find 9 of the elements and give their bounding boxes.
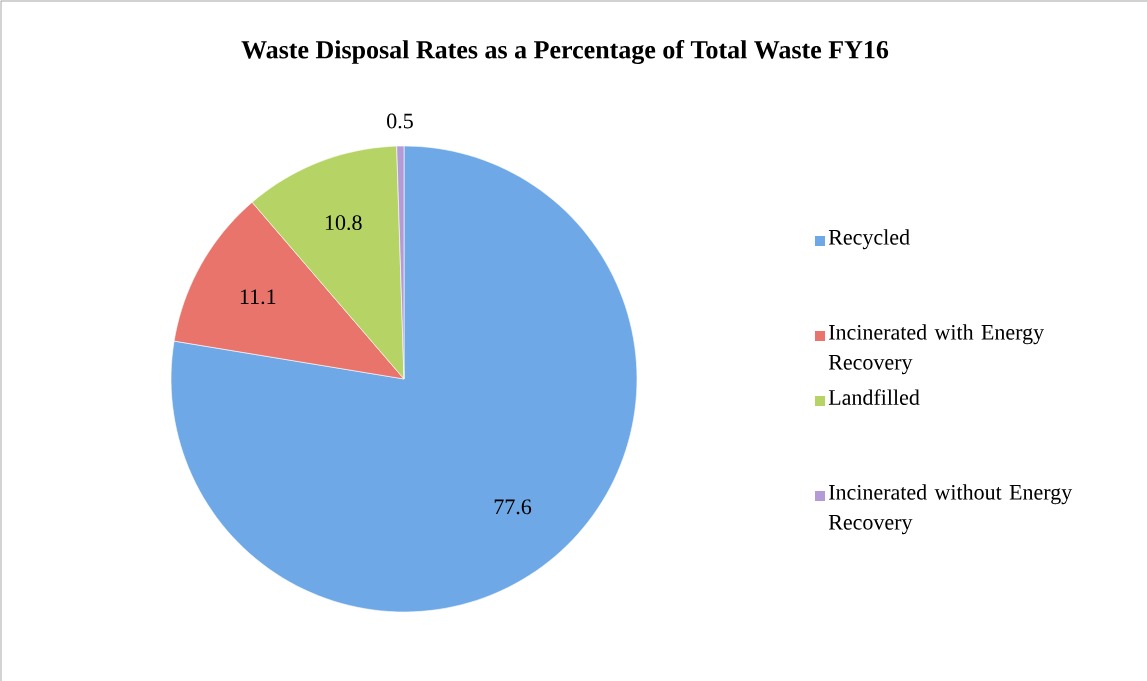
chart-title: Waste Disposal Rates as a Percentage of Total Waste FY16: [241, 39, 889, 65]
data-label: 0.5: [387, 113, 413, 129]
legend-label: Recycled: [828, 229, 910, 250]
legend-label: Incinerated without Energy Recovery: [828, 484, 1073, 535]
legend-label: Landfilled: [828, 389, 920, 405]
data-label: 11.1: [240, 289, 276, 305]
data-label: 10.8: [325, 215, 362, 231]
legend-label: Incinerated with Energy Recovery: [828, 324, 1045, 375]
data-label: 77.6: [494, 499, 532, 515]
